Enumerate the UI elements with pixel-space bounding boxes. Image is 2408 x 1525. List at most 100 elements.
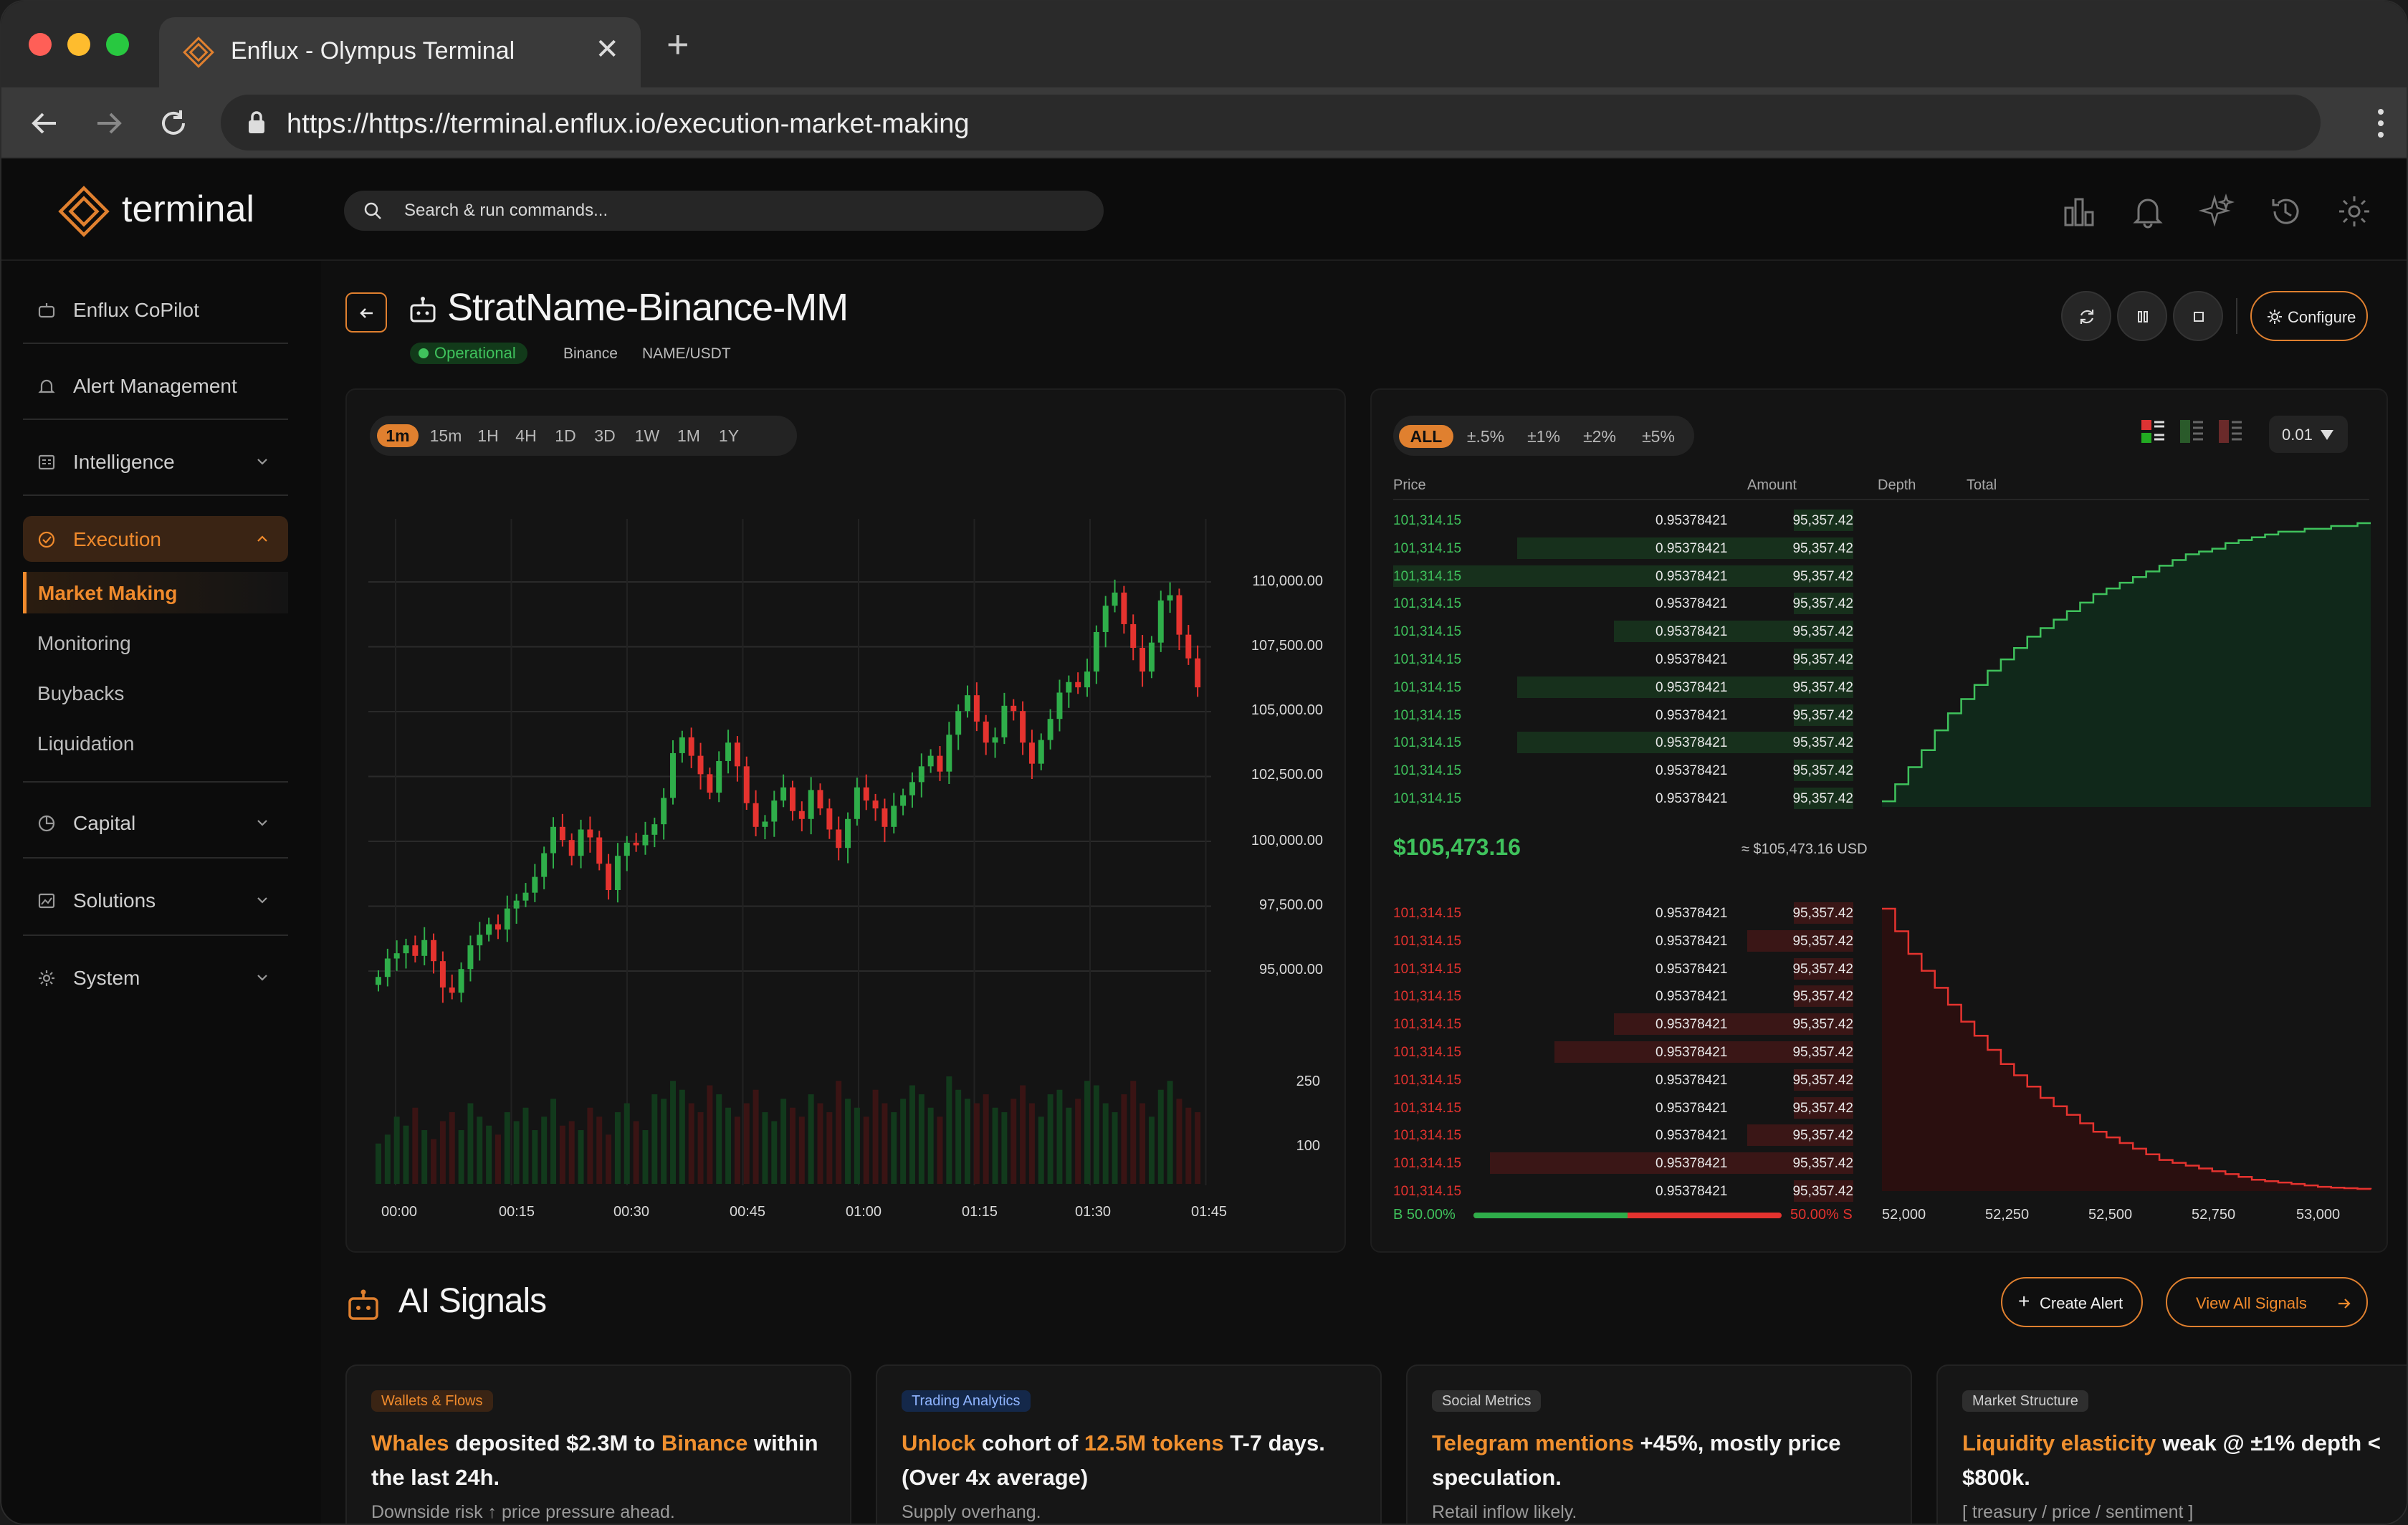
order-book-row[interactable]: 101,314.15 0.95378421 95,357.42: [1393, 983, 1853, 1010]
filter-2pct[interactable]: ±2%: [1583, 427, 1616, 446]
order-book-row[interactable]: 101,314.15 0.95378421 95,357.42: [1393, 1122, 1853, 1149]
sidebar-item-alert-management[interactable]: Alert Management: [23, 363, 288, 408]
layout-both-icon[interactable]: [2140, 419, 2166, 444]
order-book-row[interactable]: 101,314.15 0.95378421 95,357.42: [1393, 785, 1853, 813]
time-tick: 00:15: [499, 1204, 535, 1220]
order-book-row[interactable]: 101,314.15 0.95378421 95,357.42: [1393, 674, 1853, 702]
signal-card[interactable]: Trading Analytics Unlock cohort of 12.5M…: [876, 1364, 1382, 1524]
order-book-row[interactable]: 101,314.15 0.95378421 95,357.42: [1393, 928, 1853, 955]
order-book-row[interactable]: 101,314.15 0.95378421 95,357.42: [1393, 1095, 1853, 1122]
history-icon[interactable]: [2268, 193, 2303, 229]
row-amount: 0.95378421: [1656, 735, 1728, 751]
browser-tab[interactable]: Enflux - Olympus Terminal ✕: [159, 17, 641, 87]
sidebar-item-capital[interactable]: Capital: [23, 800, 288, 846]
order-book-row[interactable]: 101,314.15 0.95378421 95,357.42: [1393, 1039, 1853, 1066]
sidebar-item-label: System: [73, 967, 140, 989]
timeframe-1d[interactable]: 1D: [555, 426, 576, 445]
order-book-row[interactable]: 101,314.15 0.95378421 95,357.42: [1393, 1178, 1853, 1205]
reload-icon[interactable]: [156, 106, 191, 140]
timeframe-3d[interactable]: 3D: [594, 426, 616, 445]
bid-depth-area: [1882, 523, 2371, 807]
pause-button[interactable]: [2117, 291, 2167, 341]
bell-icon[interactable]: [2130, 193, 2166, 229]
maximize-window-dot[interactable]: [106, 33, 129, 56]
row-price: 101,314.15: [1393, 679, 1462, 695]
image-chart-icon: [38, 893, 55, 909]
tab-close-icon[interactable]: ✕: [595, 34, 619, 65]
order-book-row[interactable]: 101,314.15 0.95378421 95,357.42: [1393, 1011, 1853, 1038]
order-book-row[interactable]: 101,314.15 0.95378421 95,357.42: [1393, 956, 1853, 983]
order-book-row[interactable]: 101,314.15 0.95378421 95,357.42: [1393, 702, 1853, 730]
filter-5pct[interactable]: ±5%: [1642, 427, 1675, 446]
address-bar[interactable]: https://https://terminal.enflux.io/execu…: [221, 95, 2321, 150]
order-book-row[interactable]: 101,314.15 0.95378421 95,357.42: [1393, 730, 1853, 757]
timeframe-1m[interactable]: 1m: [377, 424, 419, 447]
order-book-row[interactable]: 101,314.15 0.95378421 95,357.42: [1393, 1150, 1853, 1177]
bar-chart-icon[interactable]: [2061, 193, 2097, 229]
terminal-logo-icon[interactable]: [56, 183, 112, 239]
sidebar-item-solutions[interactable]: Solutions: [23, 877, 288, 923]
sidebar-item-system[interactable]: System: [23, 955, 288, 1000]
browser-menu-icon[interactable]: [2375, 107, 2386, 139]
row-amount: 0.95378421: [1656, 513, 1728, 528]
timeframe-1mo[interactable]: 1M: [677, 426, 700, 445]
depth-bar: [1793, 593, 1853, 615]
sidebar-divider: [23, 343, 288, 344]
refresh-button[interactable]: [2061, 291, 2111, 341]
order-book-row[interactable]: 101,314.15 0.95378421 95,357.42: [1393, 646, 1853, 674]
volume-bar: [376, 1143, 381, 1184]
depth-bar: [1489, 1152, 1853, 1175]
filter-1pct[interactable]: ±1%: [1527, 427, 1560, 446]
signal-card[interactable]: Wallets & Flows Whales deposited $2.3M t…: [345, 1364, 851, 1524]
order-book-row[interactable]: 101,314.15 0.95378421 95,357.42: [1393, 1067, 1853, 1094]
minimize-window-dot[interactable]: [67, 33, 90, 56]
new-tab-button[interactable]: +: [666, 23, 689, 66]
depth-chart: [1882, 522, 2372, 1191]
filter-0-5pct[interactable]: ±.5%: [1466, 427, 1505, 446]
layout-bids-icon[interactable]: [2179, 419, 2204, 444]
configure-button[interactable]: Configure: [2250, 291, 2368, 341]
order-book-row[interactable]: 101,314.15 0.95378421 95,357.42: [1393, 535, 1853, 563]
stop-button[interactable]: [2173, 291, 2223, 341]
price-tick: 97,500.00: [1259, 897, 1323, 913]
back-button[interactable]: [345, 292, 387, 333]
order-book-row[interactable]: 101,314.15 0.95378421 95,357.42: [1393, 591, 1853, 618]
forward-arrow-icon[interactable]: [92, 106, 126, 140]
timeframe-1h[interactable]: 1H: [477, 426, 499, 445]
sidebar-subitem-market-making[interactable]: Market Making: [23, 572, 288, 613]
volume-bar: [1084, 1081, 1090, 1184]
order-book-row[interactable]: 101,314.15 0.95378421 95,357.42: [1393, 507, 1853, 535]
signal-card[interactable]: Social Metrics Telegram mentions +45%, m…: [1406, 1364, 1912, 1524]
sidebar-item-execution[interactable]: Execution: [23, 516, 288, 562]
close-window-dot[interactable]: [29, 33, 52, 56]
filter-all[interactable]: ALL: [1399, 425, 1453, 448]
row-amount: 0.95378421: [1656, 989, 1728, 1005]
timeframe-4h[interactable]: 4H: [515, 426, 537, 445]
precision-select[interactable]: 0.01: [2269, 416, 2348, 453]
create-alert-button[interactable]: + Create Alert: [2001, 1277, 2143, 1327]
layout-asks-icon[interactable]: [2217, 419, 2243, 444]
signal-text-part: cohort of: [975, 1430, 1084, 1455]
timeframe-1y[interactable]: 1Y: [718, 426, 740, 445]
timeframe-15m[interactable]: 15m: [429, 426, 462, 445]
back-arrow-icon[interactable]: [27, 106, 62, 140]
command-search-input[interactable]: Search & run commands...: [344, 191, 1104, 231]
order-book-row[interactable]: 101,314.15 0.95378421 95,357.42: [1393, 757, 1853, 785]
order-book-row[interactable]: 101,314.15 0.95378421 95,357.42: [1393, 563, 1853, 591]
signal-card[interactable]: Market Structure Liquidity elasticity we…: [1936, 1364, 2407, 1524]
gear-icon[interactable]: [2336, 193, 2372, 229]
row-amount: 0.95378421: [1656, 679, 1728, 695]
volume-bar: [679, 1089, 685, 1184]
sidebar-subitem-liquidation[interactable]: Liquidation: [23, 722, 288, 764]
sidebar-item-intelligence[interactable]: Intelligence: [23, 439, 288, 484]
view-all-signals-button[interactable]: View All Signals: [2166, 1277, 2368, 1327]
sidebar-subitem-monitoring[interactable]: Monitoring: [23, 622, 288, 664]
main-content: StratName-Binance-MM Operational Binance…: [321, 261, 2407, 1524]
sidebar-item-copilot[interactable]: Enflux CoPilot: [23, 287, 288, 333]
candlestick-chart[interactable]: [347, 390, 1347, 1254]
sidebar-subitem-buybacks[interactable]: Buybacks: [23, 672, 288, 714]
sparkle-ai-icon[interactable]: [2199, 193, 2235, 229]
timeframe-1w[interactable]: 1W: [634, 426, 660, 445]
order-book-row[interactable]: 101,314.15 0.95378421 95,357.42: [1393, 900, 1853, 927]
order-book-row[interactable]: 101,314.15 0.95378421 95,357.42: [1393, 618, 1853, 646]
